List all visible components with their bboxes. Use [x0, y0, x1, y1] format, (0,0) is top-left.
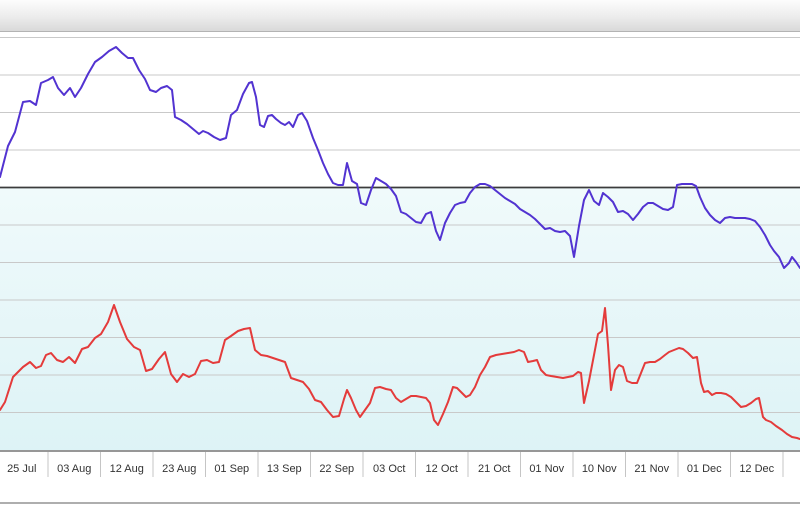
lower-red-line: [0, 304, 800, 440]
x-tick-label: 01 Sep: [214, 463, 249, 475]
x-axis-labels: 25 Jul 03 Aug 12 Aug 23 Aug 01 Sep 13 Sep 22 S…: [7, 463, 775, 475]
lower-series-line: [0, 304, 800, 440]
x-tick-label: 12 Dec: [739, 463, 774, 475]
plot-background-band: [0, 187, 800, 452]
x-tick-label: 12 Oct: [426, 463, 458, 475]
upper-violet-line: [0, 46, 800, 269]
x-tick-label: 01 Nov: [529, 463, 564, 475]
x-tick-label: 10 Nov: [582, 463, 617, 475]
chart-gridlines: [0, 37, 800, 413]
x-tick-label: 21 Oct: [478, 463, 510, 475]
x-tick-label: 12 Aug: [110, 463, 144, 475]
toolbar: [0, 0, 800, 32]
x-tick-label: 25 Jul: [7, 463, 36, 475]
x-tick-label: 03 Oct: [373, 463, 405, 475]
x-tick-label: 13 Sep: [267, 463, 302, 475]
x-tick-label: 23 Aug: [162, 463, 196, 475]
x-tick-label: 21 Nov: [634, 463, 669, 475]
x-tick-label: 22 Sep: [319, 463, 354, 475]
upper-series-line: [0, 46, 800, 269]
x-tick-label: 03 Aug: [57, 463, 91, 475]
x-tick-label: 01 Dec: [687, 463, 722, 475]
x-axis-tick-separators: [47, 452, 784, 477]
